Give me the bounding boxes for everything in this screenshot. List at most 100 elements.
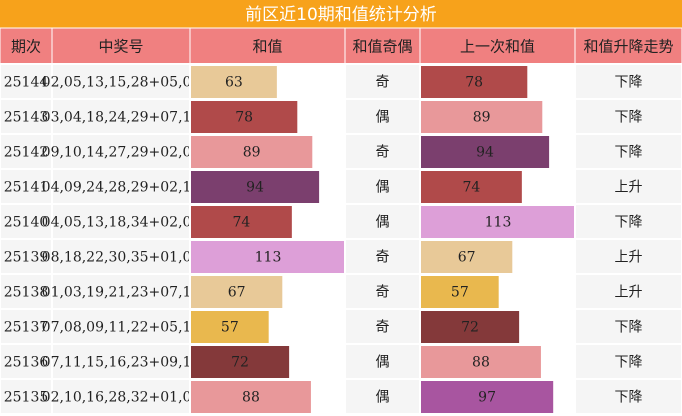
value-bar bbox=[421, 241, 513, 273]
cell bbox=[574, 378, 682, 415]
trend-text: 下降 bbox=[615, 110, 643, 126]
parity-text: 奇 bbox=[376, 74, 390, 91]
cell bbox=[0, 98, 53, 135]
cell bbox=[51, 378, 191, 415]
trend-text: 下降 bbox=[615, 320, 643, 336]
period-text: 25143 bbox=[4, 110, 49, 126]
header-text: 上一次和值 bbox=[460, 38, 535, 56]
period-text: 25140 bbox=[4, 215, 49, 231]
cell bbox=[0, 168, 53, 205]
value-label: 94 bbox=[246, 180, 264, 196]
value-label: 89 bbox=[243, 145, 261, 161]
value-label: 78 bbox=[465, 75, 483, 91]
parity-text: 偶 bbox=[376, 215, 390, 231]
trend-text: 上升 bbox=[615, 285, 643, 301]
value-label: 113 bbox=[255, 250, 282, 266]
numbers-text: 09,10,14,27,29+02,09 bbox=[42, 145, 201, 161]
value-bar bbox=[191, 206, 292, 238]
parity-text: 偶 bbox=[376, 390, 390, 406]
value-bar bbox=[421, 381, 554, 413]
header-text: 中奖号 bbox=[98, 38, 143, 56]
numbers-text: 04,05,13,18,34+02,08 bbox=[42, 215, 201, 231]
cell bbox=[344, 168, 421, 205]
period-text: 25141 bbox=[4, 180, 49, 196]
trend-text: 下降 bbox=[615, 75, 643, 91]
parity-text: 偶 bbox=[376, 110, 390, 126]
numbers-text: 07,08,09,11,22+05,11 bbox=[42, 320, 201, 336]
value-bar bbox=[191, 66, 277, 98]
cell bbox=[51, 343, 191, 380]
parity-text: 奇 bbox=[376, 284, 390, 301]
value-bar bbox=[421, 66, 528, 98]
value-label: 88 bbox=[472, 355, 490, 371]
cell bbox=[51, 133, 191, 170]
cell bbox=[0, 63, 53, 100]
value-bar bbox=[191, 276, 283, 308]
period-text: 25138 bbox=[4, 285, 49, 301]
value-label: 88 bbox=[242, 390, 260, 406]
parity-text: 偶 bbox=[376, 355, 390, 371]
header-cell bbox=[189, 27, 346, 65]
value-bar bbox=[191, 136, 313, 168]
value-label: 57 bbox=[221, 320, 239, 336]
trend-text: 上升 bbox=[615, 250, 643, 266]
value-label: 78 bbox=[235, 110, 253, 126]
numbers-text: 07,11,15,16,23+09,11 bbox=[42, 355, 201, 371]
cell bbox=[0, 308, 53, 345]
value-label: 57 bbox=[451, 285, 469, 301]
value-bar bbox=[191, 381, 311, 413]
cell bbox=[0, 203, 53, 240]
value-bar bbox=[421, 206, 575, 238]
numbers-text: 03,04,18,24,29+07,12 bbox=[42, 110, 201, 126]
numbers-text: 02,05,13,15,28+05,08 bbox=[42, 75, 201, 91]
numbers-text: 08,18,22,30,35+01,04 bbox=[42, 250, 201, 266]
cell bbox=[344, 63, 421, 100]
value-label: 72 bbox=[231, 355, 249, 371]
period-text: 25139 bbox=[4, 250, 49, 266]
value-label: 74 bbox=[463, 180, 481, 196]
numbers-text: 02,10,16,28,32+01,07 bbox=[42, 390, 201, 406]
value-bar bbox=[191, 346, 290, 378]
header-text: 期次 bbox=[11, 38, 41, 56]
period-text: 25144 bbox=[4, 75, 49, 91]
value-bar bbox=[421, 136, 550, 168]
value-bar bbox=[421, 101, 543, 133]
numbers-text: 01,03,19,21,23+07,11 bbox=[42, 285, 201, 301]
table-title: 前区近10期和值统计分析 bbox=[245, 5, 437, 25]
cell bbox=[574, 98, 682, 135]
period-text: 25137 bbox=[4, 320, 49, 336]
parity-text: 奇 bbox=[376, 319, 390, 336]
cell bbox=[574, 273, 682, 310]
value-bar bbox=[191, 241, 345, 273]
value-label: 97 bbox=[478, 390, 496, 406]
value-bar bbox=[421, 311, 520, 343]
trend-text: 上升 bbox=[615, 180, 643, 196]
trend-text: 下降 bbox=[615, 145, 643, 161]
header-cell bbox=[0, 27, 53, 65]
value-bar bbox=[421, 276, 499, 308]
value-bar bbox=[191, 101, 298, 133]
numbers-text: 04,09,24,28,29+02,10 bbox=[42, 180, 201, 196]
header-cell bbox=[574, 27, 682, 65]
header-text: 和值奇偶 bbox=[352, 38, 412, 56]
cell bbox=[51, 203, 191, 240]
header-text: 和值升降走势 bbox=[583, 38, 673, 56]
value-label: 113 bbox=[485, 215, 512, 231]
header-cell bbox=[419, 27, 576, 65]
value-label: 67 bbox=[458, 250, 476, 266]
parity-text: 奇 bbox=[376, 144, 390, 161]
cell bbox=[574, 168, 682, 205]
parity-text: 偶 bbox=[376, 180, 390, 196]
trend-text: 下降 bbox=[615, 390, 643, 406]
value-label: 67 bbox=[228, 285, 246, 301]
value-label: 74 bbox=[233, 215, 251, 231]
value-label: 72 bbox=[461, 320, 479, 336]
header-text: 和值 bbox=[252, 38, 282, 56]
period-text: 25136 bbox=[4, 355, 49, 371]
value-bar bbox=[421, 346, 541, 378]
cell bbox=[574, 343, 682, 380]
header-cell bbox=[344, 27, 421, 65]
trend-text: 下降 bbox=[615, 215, 643, 231]
parity-text: 奇 bbox=[376, 249, 390, 266]
